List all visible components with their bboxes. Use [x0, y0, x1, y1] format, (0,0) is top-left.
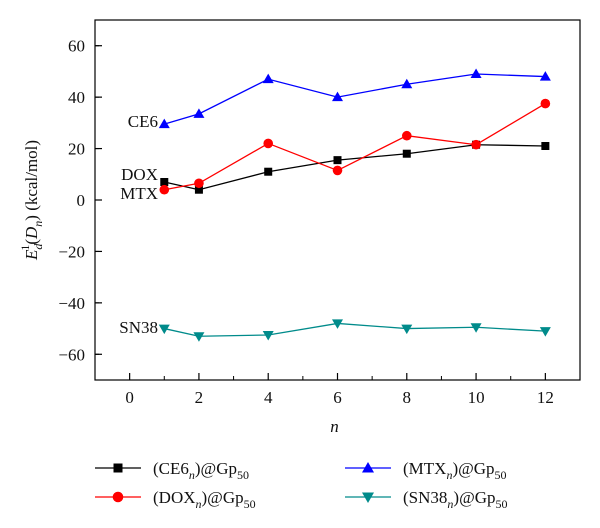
y-tick-label: 20 [68, 140, 85, 159]
y-tick-label: −20 [58, 242, 85, 261]
ylabel-paren-open: ( [22, 239, 41, 245]
legend-subscript-n: n [196, 497, 202, 511]
data-point [193, 332, 205, 342]
data-point [264, 167, 273, 176]
series-annotation: MTX [120, 184, 158, 203]
legend-text: )@Gp [195, 459, 237, 478]
data-point [401, 130, 412, 141]
data-point [401, 78, 413, 89]
legend-label: (CE6n)@Gp50 [153, 459, 249, 482]
data-point [539, 327, 551, 337]
y-axis-label: Ed1(Dn) (kcal/mol) [18, 140, 45, 261]
series-line [164, 322, 546, 337]
ylabel-unit: ) (kcal/mol) [22, 140, 41, 221]
legend-text: )@Gp [452, 459, 494, 478]
legend-subscript-n: n [446, 468, 452, 482]
data-point [262, 73, 274, 84]
x-tick-label: 12 [537, 388, 554, 407]
data-point [158, 324, 170, 335]
legend: (CE6n)@Gp50(DOXn)@Gp50(MTXn)@Gp50(SN38n)… [95, 459, 508, 511]
legend-subscript-num: 50 [496, 497, 508, 511]
legend-label: (DOXn)@Gp50 [153, 488, 256, 511]
legend-item: (MTXn)@Gp50 [345, 459, 507, 482]
x-axis-label: n [330, 417, 339, 436]
x-tick-label: 2 [195, 388, 204, 407]
series-annotation: CE6 [128, 112, 158, 131]
x-tick-label: 6 [333, 388, 342, 407]
data-point [332, 91, 343, 102]
legend-label: (SN38n)@Gp50 [403, 488, 508, 511]
legend-text: (DOX [153, 488, 196, 507]
data-point [194, 178, 204, 189]
ylabel-symbol: E [22, 249, 41, 261]
legend-item: (DOXn)@Gp50 [95, 488, 256, 511]
series-layer [158, 68, 551, 342]
data-point [160, 178, 169, 186]
data-point [332, 165, 343, 176]
data-point [193, 108, 205, 118]
data-point [539, 71, 551, 81]
legend-text: )@Gp [453, 488, 495, 507]
x-tick-label: 8 [403, 388, 412, 407]
legend-subscript-num: 50 [495, 468, 507, 482]
series-ce6 [160, 140, 550, 194]
data-point [333, 156, 342, 165]
data-point [263, 138, 274, 149]
series-line [164, 144, 546, 191]
legend-marker [362, 462, 374, 473]
series-sn38 [158, 319, 551, 342]
series-dox [159, 98, 551, 195]
data-point [159, 184, 170, 195]
series-annotation: DOX [121, 165, 158, 184]
y-tick-label: 40 [68, 88, 85, 107]
data-point [541, 142, 550, 150]
ylabel-d-subscript: n [31, 221, 45, 227]
data-point [332, 319, 343, 329]
legend-marker [112, 491, 124, 503]
data-point [470, 68, 482, 78]
y-tick-label: −40 [58, 294, 85, 313]
data-point [262, 331, 274, 341]
legend-subscript-n: n [189, 468, 195, 482]
data-point [470, 323, 482, 333]
legend-marker [362, 492, 374, 503]
series-mtx [158, 68, 551, 129]
y-tick-label: 60 [68, 37, 85, 56]
y-tick-label: −60 [58, 345, 85, 364]
x-tick-label: 10 [468, 388, 485, 407]
data-point [540, 98, 551, 109]
data-point [401, 324, 413, 335]
legend-text: (MTX [403, 459, 446, 478]
x-tick-label: 4 [264, 388, 273, 407]
legend-label: (MTXn)@Gp50 [403, 459, 507, 482]
legend-text: )@Gp [202, 488, 244, 507]
data-point [471, 139, 481, 150]
series-line [164, 103, 546, 191]
legend-subscript-n: n [447, 497, 453, 511]
legend-text: (SN38 [403, 488, 447, 507]
series-line [164, 73, 546, 125]
data-point [194, 185, 203, 194]
ylabel-superscript: 1 [18, 245, 32, 251]
ylabel-d: D [22, 226, 41, 240]
data-point [402, 149, 411, 158]
series-annotation: SN38 [119, 318, 158, 337]
y-tick-label: 0 [77, 191, 86, 210]
legend-subscript-num: 50 [244, 497, 256, 511]
legend-item: (CE6n)@Gp50 [95, 459, 249, 482]
legend-marker [113, 463, 123, 473]
legend-text: (CE6 [153, 459, 189, 478]
legend-subscript-num: 50 [237, 468, 249, 482]
legend-item: (SN38n)@Gp50 [345, 488, 508, 511]
data-point [158, 118, 170, 129]
x-tick-label: 0 [125, 388, 134, 407]
ylabel-subscript: d [31, 243, 45, 250]
